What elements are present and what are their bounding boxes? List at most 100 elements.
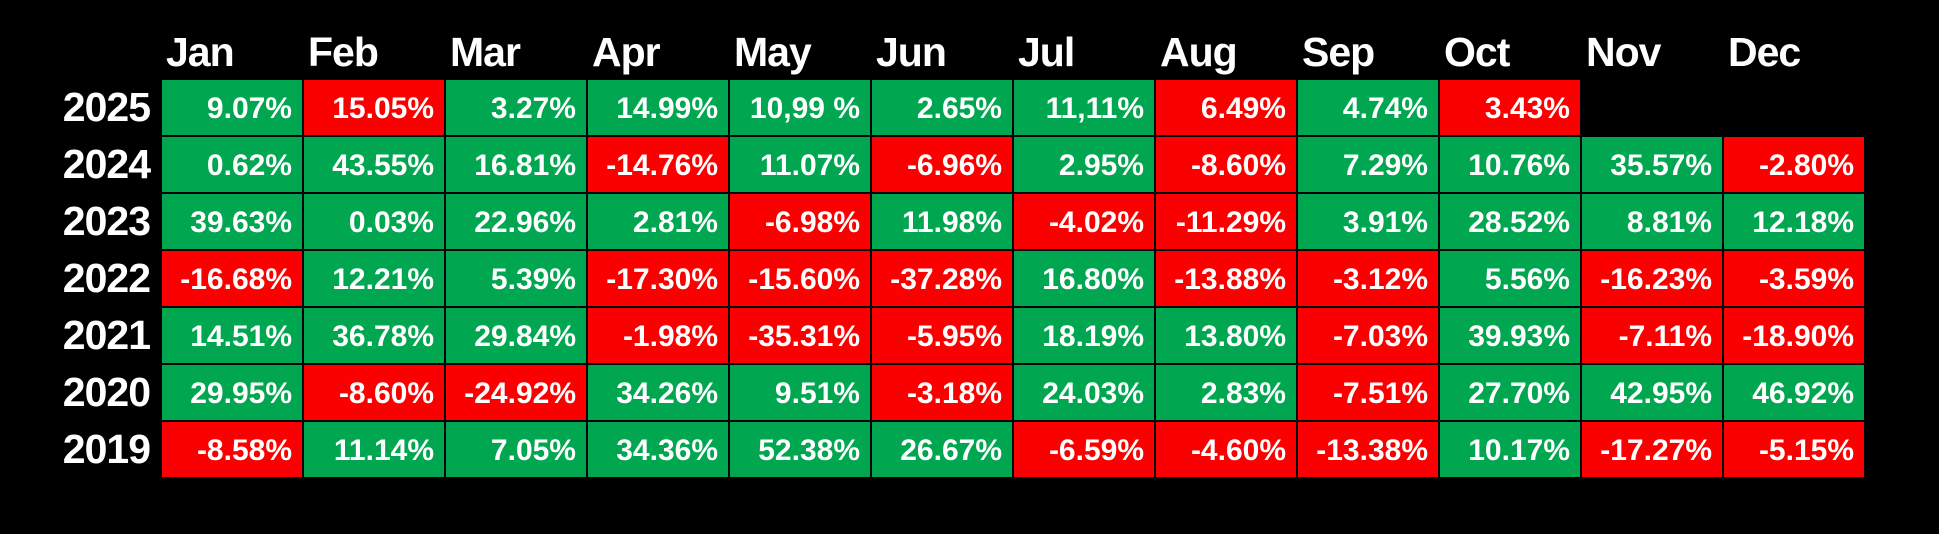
return-cell-2025-feb: 15.05% <box>304 80 444 135</box>
return-cell-2025-sep: 4.74% <box>1298 80 1438 135</box>
return-cell-2021-dec: -18.90% <box>1724 308 1864 363</box>
return-cell-2024-nov: 35.57% <box>1582 137 1722 192</box>
return-cell-2020-nov: 42.95% <box>1582 365 1722 420</box>
year-label-2019: 2019 <box>62 426 151 472</box>
return-cell-2024-feb: 43.55% <box>304 137 444 192</box>
year-label-2021: 2021 <box>62 312 151 358</box>
return-cell-2020-jul: 24.03% <box>1014 365 1154 420</box>
header-corner-spacer <box>2 26 160 76</box>
month-header-nov: Nov <box>1586 29 1661 75</box>
return-cell-2025-jul: 11,11% <box>1014 80 1154 135</box>
return-cell-2020-jan: 29.95% <box>162 365 302 420</box>
return-cell-2023-jul: -4.02% <box>1014 194 1154 249</box>
month-header-may: May <box>734 29 812 75</box>
return-cell-2025-mar: 3.27% <box>446 80 586 135</box>
month-header-dec: Dec <box>1728 29 1801 75</box>
return-cell-2019-feb: 11.14% <box>304 422 444 477</box>
return-cell-2020-may: 9.51% <box>730 365 870 420</box>
return-cell-2023-nov: 8.81% <box>1582 194 1722 249</box>
return-cell-2023-apr: 2.81% <box>588 194 728 249</box>
month-header-oct: Oct <box>1444 29 1510 75</box>
return-cell-2019-aug: -4.60% <box>1156 422 1296 477</box>
return-cell-2019-jun: 26.67% <box>872 422 1012 477</box>
return-cell-2022-sep: -3.12% <box>1298 251 1438 306</box>
month-header-feb: Feb <box>308 29 379 75</box>
return-cell-2022-mar: 5.39% <box>446 251 586 306</box>
return-cell-2025-jan: 9.07% <box>162 80 302 135</box>
return-cell-2019-apr: 34.36% <box>588 422 728 477</box>
return-cell-2020-mar: -24.92% <box>446 365 586 420</box>
return-cell-2019-nov: -17.27% <box>1582 422 1722 477</box>
month-header-jun: Jun <box>876 29 947 75</box>
return-cell-2020-jun: -3.18% <box>872 365 1012 420</box>
return-cell-2020-feb: -8.60% <box>304 365 444 420</box>
return-cell-2022-may: -15.60% <box>730 251 870 306</box>
return-cell-2023-mar: 22.96% <box>446 194 586 249</box>
return-cell-2022-nov: -16.23% <box>1582 251 1722 306</box>
return-cell-2023-jun: 11.98% <box>872 194 1012 249</box>
return-cell-2022-jun: -37.28% <box>872 251 1012 306</box>
return-cell-2022-jul: 16.80% <box>1014 251 1154 306</box>
return-cell-2021-apr: -1.98% <box>588 308 728 363</box>
return-cell-2024-apr: -14.76% <box>588 137 728 192</box>
return-cell-2019-may: 52.38% <box>730 422 870 477</box>
return-cell-2025-dec <box>1724 80 1864 135</box>
return-cell-2025-may: 10,99 % <box>730 80 870 135</box>
return-cell-2024-aug: -8.60% <box>1156 137 1296 192</box>
return-cell-2019-jul: -6.59% <box>1014 422 1154 477</box>
return-cell-2021-jan: 14.51% <box>162 308 302 363</box>
year-label-2022: 2022 <box>62 255 151 301</box>
return-cell-2024-jul: 2.95% <box>1014 137 1154 192</box>
return-cell-2023-feb: 0.03% <box>304 194 444 249</box>
return-cell-2024-jan: 0.62% <box>162 137 302 192</box>
return-cell-2019-sep: -13.38% <box>1298 422 1438 477</box>
return-cell-2024-may: 11.07% <box>730 137 870 192</box>
return-cell-2024-sep: 7.29% <box>1298 137 1438 192</box>
year-label-2020: 2020 <box>62 369 151 415</box>
return-cell-2021-mar: 29.84% <box>446 308 586 363</box>
year-label-2025: 2025 <box>62 84 151 130</box>
return-cell-2019-jan: -8.58% <box>162 422 302 477</box>
return-cell-2024-dec: -2.80% <box>1724 137 1864 192</box>
return-cell-2025-nov <box>1582 80 1722 135</box>
return-cell-2021-oct: 39.93% <box>1440 308 1580 363</box>
return-cell-2020-oct: 27.70% <box>1440 365 1580 420</box>
return-cell-2024-oct: 10.76% <box>1440 137 1580 192</box>
month-header-sep: Sep <box>1302 29 1375 75</box>
return-cell-2021-jul: 18.19% <box>1014 308 1154 363</box>
return-cell-2022-feb: 12.21% <box>304 251 444 306</box>
return-cell-2019-oct: 10.17% <box>1440 422 1580 477</box>
return-cell-2025-apr: 14.99% <box>588 80 728 135</box>
return-cell-2022-dec: -3.59% <box>1724 251 1864 306</box>
month-header-mar: Mar <box>450 29 521 75</box>
returns-table: Jan Feb Mar Apr May Jun Jul Aug Sep Oct Nov Dec 2025… <box>2 26 1939 477</box>
return-cell-2020-dec: 46.92% <box>1724 365 1864 420</box>
return-cell-2021-sep: -7.03% <box>1298 308 1438 363</box>
return-cell-2023-oct: 28.52% <box>1440 194 1580 249</box>
return-cell-2020-sep: -7.51% <box>1298 365 1438 420</box>
return-cell-2019-dec: -5.15% <box>1724 422 1864 477</box>
return-cell-2023-sep: 3.91% <box>1298 194 1438 249</box>
return-cell-2022-apr: -17.30% <box>588 251 728 306</box>
return-cell-2022-oct: 5.56% <box>1440 251 1580 306</box>
month-header-jan: Jan <box>166 29 235 75</box>
return-cell-2023-jan: 39.63% <box>162 194 302 249</box>
return-cell-2021-may: -35.31% <box>730 308 870 363</box>
year-label-2023: 2023 <box>62 198 151 244</box>
return-cell-2020-aug: 2.83% <box>1156 365 1296 420</box>
return-cell-2025-aug: 6.49% <box>1156 80 1296 135</box>
return-cell-2025-oct: 3.43% <box>1440 80 1580 135</box>
return-cell-2025-jun: 2.65% <box>872 80 1012 135</box>
return-cell-2022-aug: -13.88% <box>1156 251 1296 306</box>
monthly-returns-heatmap: Jan Feb Mar Apr May Jun Jul Aug Sep Oct Nov Dec 2025… <box>0 26 1939 534</box>
return-cell-2019-mar: 7.05% <box>446 422 586 477</box>
month-header-apr: Apr <box>592 29 661 75</box>
return-cell-2023-dec: 12.18% <box>1724 194 1864 249</box>
return-cell-2024-mar: 16.81% <box>446 137 586 192</box>
return-cell-2021-jun: -5.95% <box>872 308 1012 363</box>
return-cell-2021-aug: 13.80% <box>1156 308 1296 363</box>
return-cell-2021-nov: -7.11% <box>1582 308 1722 363</box>
return-cell-2022-jan: -16.68% <box>162 251 302 306</box>
month-header-jul: Jul <box>1018 29 1075 75</box>
year-label-2024: 2024 <box>62 141 151 187</box>
